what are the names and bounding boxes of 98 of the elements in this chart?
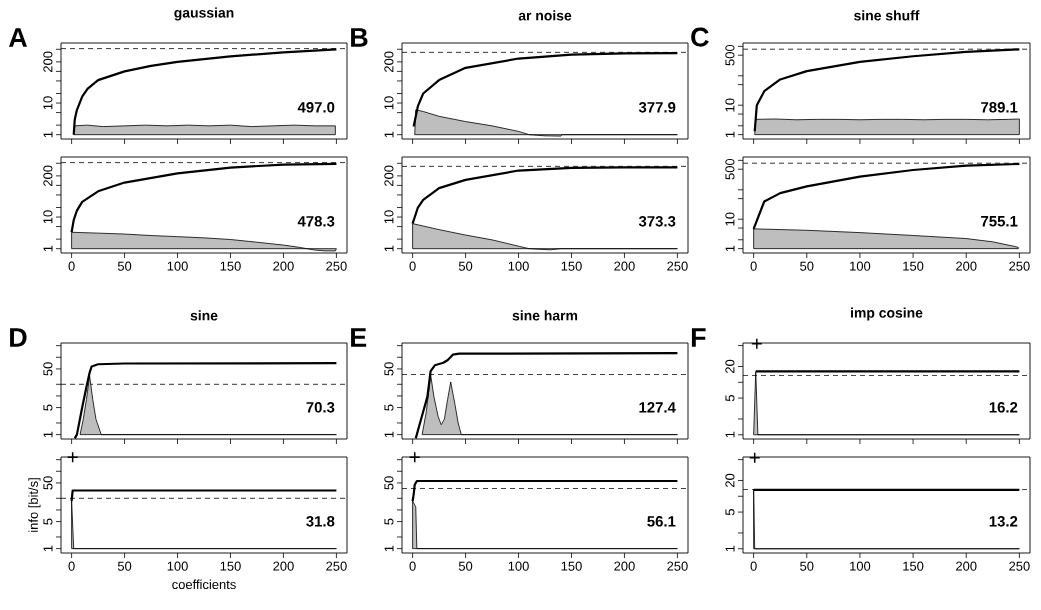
- text: F: [691, 328, 706, 347]
- y-tick-label: 1: [384, 545, 394, 552]
- y-tick-label: 1: [384, 431, 394, 438]
- x-tick-label: 150: [903, 261, 924, 271]
- chart-title: sine: [190, 310, 218, 321]
- x-axis-title: coefficients: [172, 579, 236, 590]
- x-tick-label: 200: [614, 261, 635, 271]
- y-tick-label: 500: [725, 158, 735, 180]
- x-tick-label: 150: [220, 261, 241, 271]
- y-tick-label: 500: [725, 44, 735, 66]
- x-tick-label: 0: [409, 561, 416, 571]
- y-tick-label: 200: [384, 51, 394, 73]
- y-tick-label: 5: [384, 518, 394, 525]
- x-tick-label: 200: [956, 561, 977, 571]
- x-tick-label: 100: [508, 561, 529, 571]
- x-tick-label: 50: [117, 261, 132, 271]
- x-tick-label: 250: [1009, 261, 1030, 271]
- chart-title: gaussian: [174, 7, 234, 21]
- x-tick-label: 200: [273, 261, 294, 271]
- annotation: 16.2: [989, 402, 1018, 413]
- y-tick-label: 50: [384, 362, 394, 376]
- y-tick-label: 1: [43, 545, 53, 552]
- x-tick-label: 0: [68, 261, 75, 271]
- x-tick-label: 150: [561, 561, 582, 571]
- y-tick-label: 5: [725, 509, 735, 516]
- y-tick-label: 10: [43, 210, 53, 224]
- annotation: 377.9: [638, 102, 676, 113]
- annotation: 755.1: [981, 216, 1018, 227]
- y-tick-label: 50: [43, 476, 53, 490]
- x-tick-label: 250: [1009, 561, 1030, 571]
- y-tick-label: 5: [43, 518, 53, 525]
- x-tick-label: 50: [800, 261, 814, 271]
- annotation: 497.0: [297, 102, 335, 113]
- x-tick-label: 200: [956, 261, 977, 271]
- x-tick-label: 100: [850, 261, 871, 271]
- x-tick-label: 0: [409, 261, 416, 271]
- y-tick-label: 10: [725, 98, 735, 112]
- x-tick-label: 50: [458, 261, 473, 271]
- text: A: [8, 28, 28, 47]
- x-tick-label: 50: [117, 561, 132, 571]
- annotation: 31.8: [306, 516, 335, 527]
- chart-title: imp cosine: [851, 307, 923, 321]
- y-tick-label: 5: [725, 395, 735, 402]
- x-tick-label: 150: [220, 561, 241, 571]
- y-tick-label: 200: [384, 165, 394, 187]
- x-tick-label: 250: [667, 561, 688, 571]
- y-tick-label: 1: [725, 131, 735, 138]
- text: B: [351, 28, 368, 47]
- y-tick-label: 20: [725, 359, 735, 374]
- x-tick-label: 150: [903, 561, 924, 571]
- y-tick-label: 50: [384, 476, 394, 490]
- x-tick-label: 50: [800, 561, 814, 571]
- y-tick-label: 200: [43, 51, 53, 73]
- annotation: 127.4: [639, 402, 676, 413]
- x-tick-label: 200: [273, 561, 294, 571]
- annotation: 478.3: [297, 216, 335, 227]
- x-tick-label: 150: [561, 261, 582, 271]
- y-tick-label: 1: [725, 545, 735, 552]
- y-tick-label: 1: [725, 245, 735, 252]
- y-tick-label: 5: [43, 404, 53, 411]
- y-axis-title: info [bit/s]: [28, 478, 41, 532]
- x-tick-label: 100: [167, 561, 188, 571]
- text: D: [10, 328, 27, 347]
- x-tick-label: 0: [68, 561, 75, 571]
- x-tick-label: 250: [667, 261, 688, 271]
- annotation: 373.3: [638, 216, 676, 227]
- annotation: 70.3: [306, 402, 335, 413]
- x-tick-label: 200: [614, 561, 635, 571]
- y-tick-label: 1: [384, 131, 394, 138]
- chart-title: sine harm: [512, 310, 578, 321]
- annotation: 789.1: [981, 102, 1018, 113]
- chart-title: sine shuff: [854, 10, 920, 21]
- y-tick-label: 10: [384, 210, 394, 224]
- annotation: 13.2: [989, 516, 1018, 527]
- y-tick-label: 200: [43, 165, 53, 187]
- x-tick-label: 50: [458, 561, 473, 571]
- y-tick-label: 1: [43, 245, 53, 252]
- text: E: [351, 328, 367, 347]
- x-tick-label: 0: [750, 261, 757, 271]
- y-tick-label: 10: [43, 96, 53, 110]
- y-tick-label: 50: [43, 362, 53, 376]
- x-tick-label: 100: [508, 261, 529, 271]
- x-tick-label: 100: [850, 561, 871, 571]
- y-tick-label: 1: [384, 245, 394, 252]
- y-tick-label: 5: [384, 404, 394, 411]
- y-tick-label: 10: [725, 212, 735, 226]
- x-tick-label: 250: [326, 561, 347, 571]
- annotation: 56.1: [647, 516, 676, 527]
- y-tick-label: 1: [43, 131, 53, 138]
- x-tick-label: 0: [750, 561, 757, 571]
- x-tick-label: 250: [326, 261, 347, 271]
- chart-title: ar noise: [518, 10, 572, 21]
- x-tick-label: 100: [167, 261, 188, 271]
- y-tick-label: 1: [725, 431, 735, 438]
- y-tick-label: 1: [43, 431, 53, 438]
- y-tick-label: 20: [725, 473, 735, 488]
- y-tick-label: 10: [384, 96, 394, 110]
- text: C: [691, 27, 709, 47]
